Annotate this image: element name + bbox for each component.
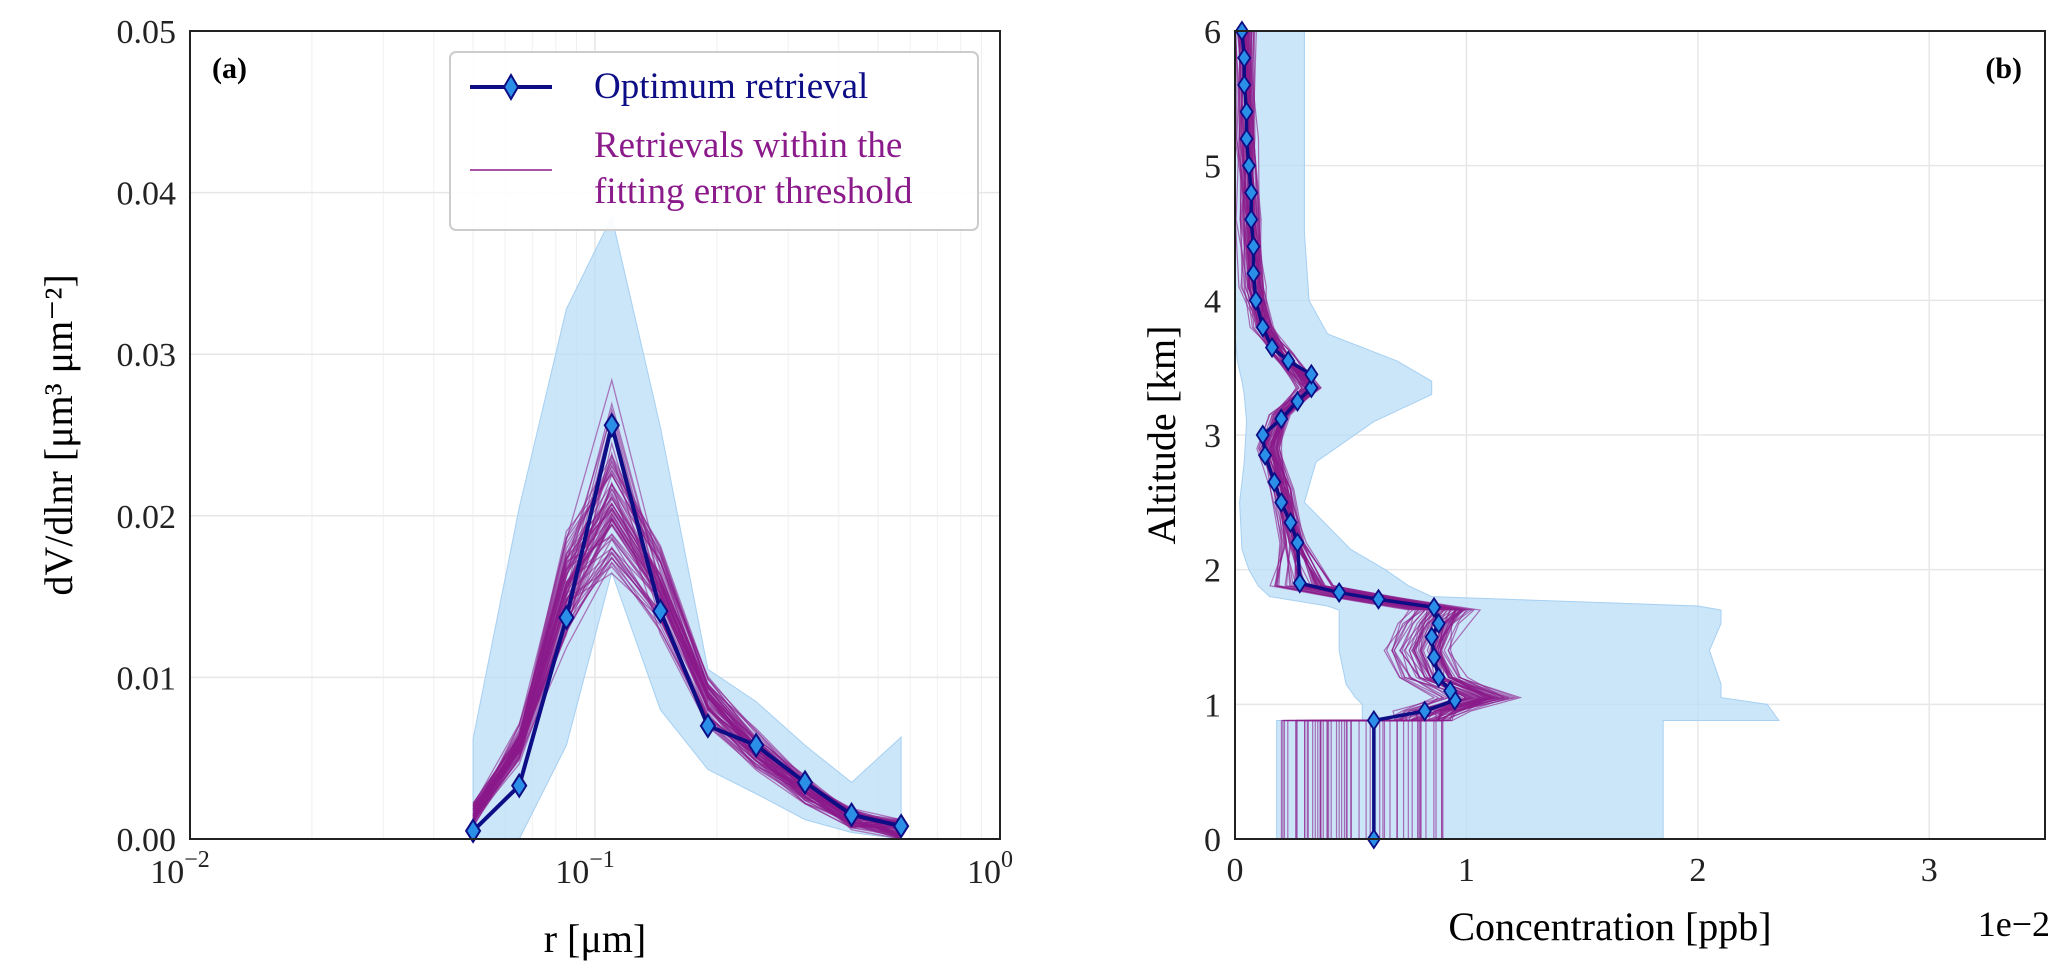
y-tick-label: 0.03 <box>117 337 177 374</box>
optimum-marker <box>1255 424 1270 446</box>
panel-a-y-axis-label: dV/dlnr [μm³ μm⁻²] <box>36 274 81 595</box>
y-tick-label: 0.00 <box>117 822 177 859</box>
optimum-marker <box>1244 181 1259 204</box>
x-tick-label: 0 <box>1227 852 1244 889</box>
panel-a-y-tick-labels: 0.00 0.01 0.02 0.03 0.04 0.05 <box>117 14 177 859</box>
y-tick-label: 0.01 <box>117 660 177 697</box>
legend-box <box>449 51 979 231</box>
retrieval-line <box>1244 30 1503 839</box>
optimum-marker <box>1417 700 1432 722</box>
optimum-marker <box>1258 444 1273 466</box>
x-tick-label: 3 <box>1921 852 1938 889</box>
legend-optimum-marker <box>502 73 520 101</box>
optimum-marker <box>1241 155 1256 177</box>
optimum-marker <box>464 818 482 844</box>
optimum-marker <box>558 604 575 631</box>
panel-b-y-tick-labels: 0 1 2 3 4 5 6 <box>1204 14 1221 859</box>
x-tick-label: 1 <box>1458 852 1475 889</box>
x-tick-label: 2 <box>1689 852 1706 889</box>
retrieval-line <box>472 517 902 824</box>
retrieval-line <box>1249 30 1523 839</box>
y-tick-label: 0 <box>1204 822 1221 859</box>
retrieval-line <box>472 440 902 829</box>
x-tick-label: 10−2 <box>150 847 210 891</box>
optimum-marker <box>1304 363 1319 386</box>
panel-a: 0.00 0.01 0.02 0.03 0.04 0.05 10−2 10−1 100 (a)… <box>36 14 1013 961</box>
optimum-line <box>471 424 902 833</box>
optimum-marker <box>1424 626 1439 648</box>
optimum-marker <box>1431 666 1446 689</box>
panel-a-optimum-layer <box>464 412 910 844</box>
y-tick-label: 1 <box>1204 687 1221 724</box>
optimum-marker <box>892 813 910 839</box>
panel-b: 0 1 2 3 4 5 6 0 1 2 3 (b) Concentration [ppb] 1e−… <box>1139 14 2050 949</box>
panel-b-x-axis-label: Concentration [ppb] <box>1448 904 1771 949</box>
panel-b-y-axis-label: Altitude [km] <box>1139 326 1184 545</box>
optimum-marker <box>1283 511 1298 534</box>
x-tick-label: 10−1 <box>555 847 615 891</box>
optimum-marker <box>1304 377 1319 399</box>
optimum-marker <box>1371 588 1386 610</box>
optimum-marker <box>1267 471 1282 493</box>
optimum-marker <box>1244 208 1259 231</box>
optimum-marker <box>1239 101 1254 123</box>
optimum-marker <box>1237 74 1252 96</box>
y-tick-label: 4 <box>1204 283 1221 320</box>
optimum-marker <box>747 732 765 759</box>
optimum-marker <box>652 598 669 625</box>
panel-a-x-axis-label: r [μm] <box>544 916 647 961</box>
optimum-marker <box>1237 47 1252 69</box>
panel-b-label: (b) <box>1985 52 2022 85</box>
optimum-marker <box>603 412 620 439</box>
optimum-marker <box>1366 709 1381 732</box>
legend-retrievals-label-line2: fitting error threshold <box>594 171 913 212</box>
optimum-marker <box>1246 235 1261 258</box>
optimum-marker <box>1426 596 1442 618</box>
optimum-marker <box>1239 128 1254 150</box>
optimum-marker <box>796 769 814 796</box>
optimum-marker <box>1281 350 1296 372</box>
optimum-marker <box>1264 336 1280 359</box>
optimum-marker <box>1426 646 1442 668</box>
y-tick-label: 0.05 <box>117 14 177 51</box>
y-tick-label: 0.04 <box>117 176 177 213</box>
panel-a-band-layer <box>472 215 902 840</box>
x-tick-label: 100 <box>967 847 1013 891</box>
optimum-marker <box>1248 289 1263 311</box>
panel-a-x-tick-labels: 10−2 10−1 100 <box>150 847 1013 891</box>
panel-b-optimum-layer <box>1234 20 1462 850</box>
optimum-marker <box>1246 262 1261 285</box>
optimum-marker <box>1255 316 1270 338</box>
y-tick-label: 6 <box>1204 14 1221 51</box>
optimum-marker <box>511 772 528 799</box>
optimum-marker <box>1274 408 1289 430</box>
panel-b-frame <box>1234 30 2046 840</box>
y-tick-label: 0.02 <box>117 499 177 536</box>
optimum-marker <box>699 713 717 739</box>
y-tick-label: 2 <box>1204 553 1221 590</box>
legend-optimum-label: Optimum retrieval <box>594 66 868 107</box>
optimum-marker <box>1443 680 1458 702</box>
panel-a-frame <box>189 30 1001 840</box>
retrieval-line <box>1249 30 1491 839</box>
panel-b-x-tick-labels: 0 1 2 3 <box>1227 852 1938 889</box>
uncertainty-band <box>472 215 902 840</box>
optimum-marker <box>1274 491 1289 513</box>
optimum-marker <box>1332 581 1347 604</box>
optimum-marker <box>1431 612 1446 635</box>
optimum-marker <box>843 801 860 828</box>
retrieval-line <box>472 547 902 830</box>
panel-a-legend: Optimum retrieval Retrievals within the … <box>449 51 979 231</box>
panel-a-label: (a) <box>212 52 247 85</box>
optimum-marker <box>1290 532 1305 554</box>
y-tick-label: 5 <box>1204 149 1221 186</box>
retrieval-line <box>472 517 902 825</box>
panel-b-x-multiplier: 1e−2 <box>1978 904 2050 944</box>
retrieval-line <box>1244 30 1499 839</box>
optimum-marker <box>1290 390 1305 412</box>
optimum-marker <box>1292 572 1307 594</box>
legend-retrievals-label-line1: Retrievals within the <box>594 125 902 166</box>
y-tick-label: 3 <box>1204 418 1221 455</box>
